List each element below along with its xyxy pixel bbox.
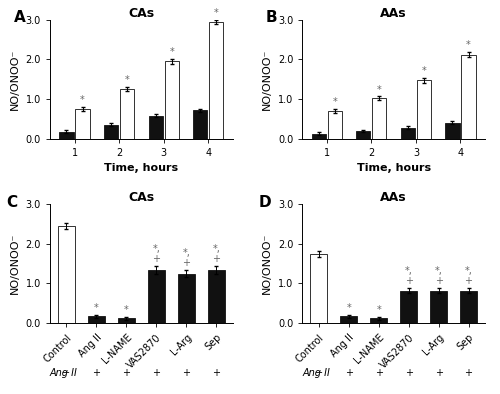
Text: A: A <box>14 10 25 25</box>
Text: *: * <box>346 303 351 313</box>
Text: *,
+: *, + <box>464 266 472 286</box>
Bar <box>446 123 460 139</box>
Text: *: * <box>80 95 85 105</box>
Text: −: − <box>314 368 323 378</box>
Bar <box>430 290 447 323</box>
Text: *: * <box>94 303 99 313</box>
Text: +: + <box>122 368 130 378</box>
Y-axis label: NO/ONOO⁻: NO/ONOO⁻ <box>262 233 272 294</box>
Bar <box>462 55 475 139</box>
Text: *,
+: *, + <box>434 266 442 286</box>
Bar <box>340 316 357 323</box>
Bar <box>104 125 118 139</box>
Bar <box>120 89 134 139</box>
Bar <box>370 318 387 323</box>
Bar <box>118 318 134 323</box>
Bar <box>356 131 370 139</box>
Text: *: * <box>332 97 337 107</box>
Text: −: − <box>62 368 70 378</box>
Text: B: B <box>266 10 278 25</box>
Text: *: * <box>376 305 381 315</box>
Text: *: * <box>170 47 174 57</box>
Y-axis label: NO/ONOO⁻: NO/ONOO⁻ <box>10 233 20 294</box>
Text: *: * <box>466 40 471 50</box>
Bar <box>58 226 74 323</box>
Text: +: + <box>464 368 472 378</box>
Text: +: + <box>344 368 352 378</box>
Text: *,
+: *, + <box>404 266 412 286</box>
Bar <box>400 290 417 323</box>
X-axis label: Time, hours: Time, hours <box>356 163 430 173</box>
Text: +: + <box>374 368 382 378</box>
Text: *,
+: *, + <box>152 243 160 264</box>
Bar <box>164 61 179 139</box>
Bar <box>312 134 326 139</box>
Text: *: * <box>214 8 218 18</box>
Text: *: * <box>377 85 382 95</box>
Title: CAs: CAs <box>128 191 154 204</box>
Bar <box>372 98 386 139</box>
Text: +: + <box>404 368 412 378</box>
Text: Ang II: Ang II <box>50 368 78 378</box>
Text: *: * <box>124 75 130 85</box>
Bar <box>208 269 224 323</box>
Bar <box>148 269 164 323</box>
Text: D: D <box>258 195 271 210</box>
Text: *,
+: *, + <box>182 247 190 268</box>
Y-axis label: NO/ONOO⁻: NO/ONOO⁻ <box>262 48 272 110</box>
Title: AAs: AAs <box>380 191 407 204</box>
Bar <box>400 128 415 139</box>
Text: +: + <box>434 368 442 378</box>
Text: *: * <box>422 67 426 76</box>
Text: +: + <box>92 368 100 378</box>
Bar <box>193 110 208 139</box>
Text: *: * <box>124 305 129 315</box>
Bar <box>328 111 342 139</box>
Text: C: C <box>6 195 18 210</box>
Bar <box>310 254 327 323</box>
Bar <box>76 109 90 139</box>
Bar <box>88 316 104 323</box>
Title: AAs: AAs <box>380 7 407 20</box>
Bar <box>209 22 224 139</box>
Bar <box>148 116 163 139</box>
Title: CAs: CAs <box>128 7 154 20</box>
Y-axis label: NO/ONOO⁻: NO/ONOO⁻ <box>10 48 20 110</box>
Bar <box>60 132 74 139</box>
Text: +: + <box>182 368 190 378</box>
Text: Ang II: Ang II <box>302 368 330 378</box>
Text: *,
+: *, + <box>212 243 220 264</box>
Text: +: + <box>212 368 220 378</box>
X-axis label: Time, hours: Time, hours <box>104 163 178 173</box>
Text: +: + <box>152 368 160 378</box>
Bar <box>178 273 194 323</box>
Bar <box>417 80 431 139</box>
Bar <box>460 290 477 323</box>
